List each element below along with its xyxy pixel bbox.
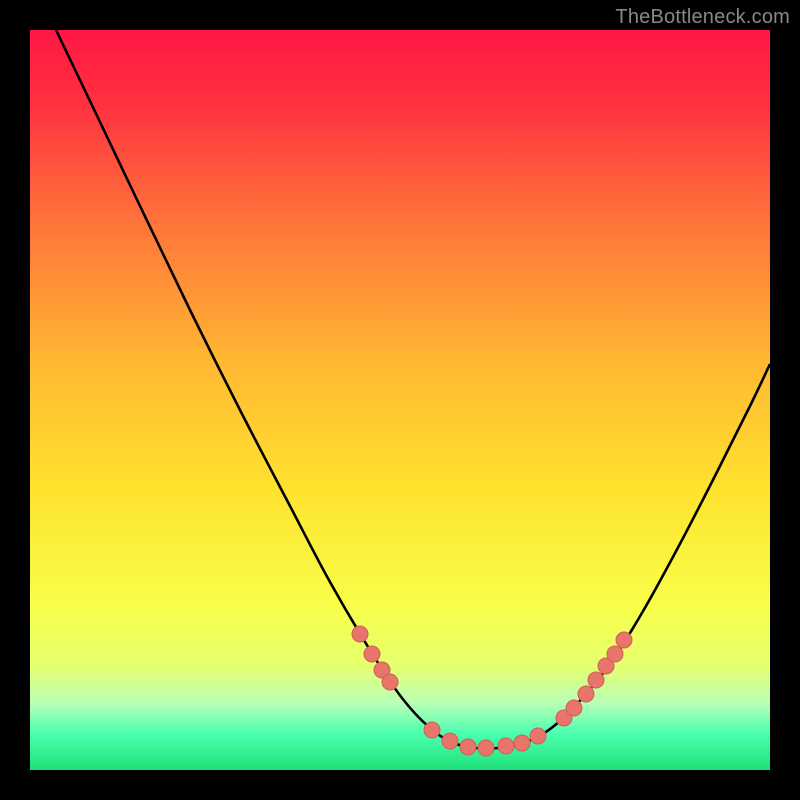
marker-dot (364, 646, 380, 662)
marker-dot (514, 735, 530, 751)
marker-dot (424, 722, 440, 738)
marker-dot (530, 728, 546, 744)
marker-dot (566, 700, 582, 716)
watermark-text: TheBottleneck.com (615, 6, 790, 29)
marker-dot (352, 626, 368, 642)
bottleneck-curve (56, 30, 770, 749)
marker-dot (478, 740, 494, 756)
frame-right (770, 0, 800, 800)
marker-dot (588, 672, 604, 688)
frame-left (0, 0, 30, 800)
marker-dot (460, 739, 476, 755)
frame-bottom (0, 770, 800, 800)
plot-svg (30, 30, 770, 770)
marker-dot (607, 646, 623, 662)
marker-dot (498, 738, 514, 754)
marker-dot (442, 733, 458, 749)
marker-dot (616, 632, 632, 648)
marker-dot (382, 674, 398, 690)
marker-dot (578, 686, 594, 702)
plot-area (30, 30, 770, 770)
curve-markers (352, 626, 632, 756)
